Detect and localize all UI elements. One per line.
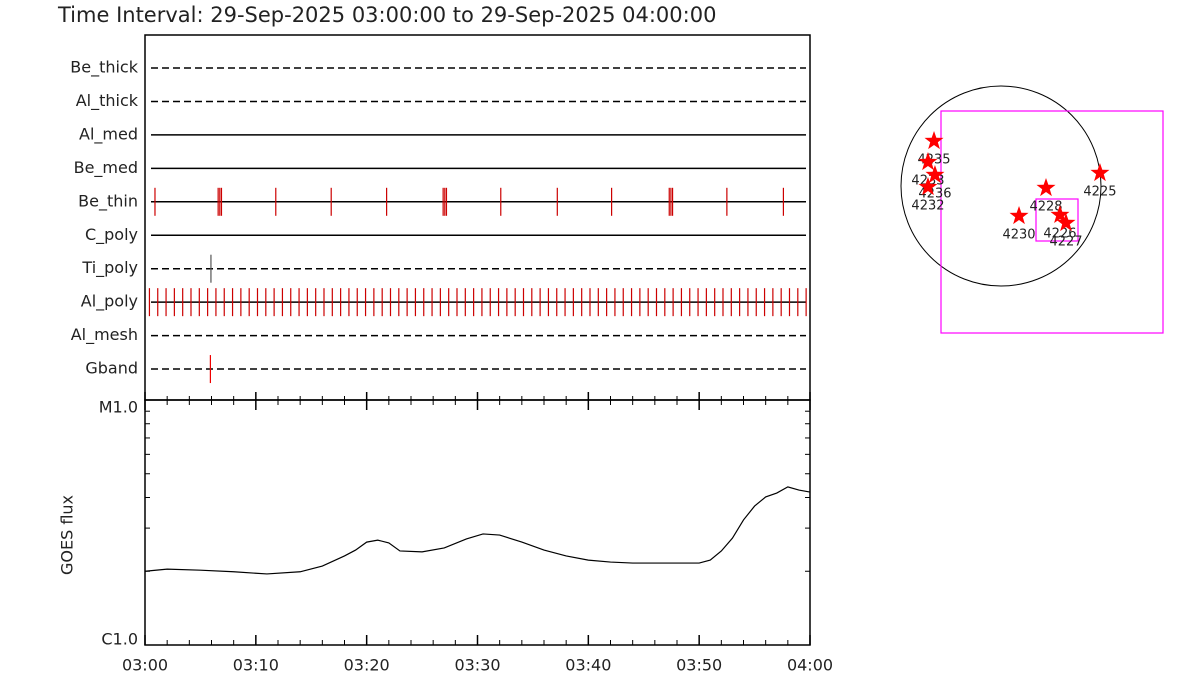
row-label: C_poly [85, 225, 138, 245]
star [925, 164, 945, 184]
star [1090, 162, 1110, 182]
x-tick-label: 03:00 [122, 656, 168, 675]
row-label: Be_med [74, 158, 138, 178]
row-label: Al_med [79, 124, 138, 144]
y-axis-label: GOES flux [58, 495, 77, 575]
star-label: 4232 [911, 199, 944, 214]
star [924, 131, 944, 150]
row-label: Al_mesh [71, 325, 138, 345]
star [1036, 177, 1056, 197]
row-label: Be_thin [78, 191, 138, 211]
row-label: Be_thick [70, 58, 138, 78]
star [1056, 212, 1076, 232]
star [1050, 204, 1070, 224]
star-label: 4230 [1002, 228, 1035, 243]
row-label: Al_poly [81, 292, 138, 312]
x-tick-label: 04:00 [787, 656, 833, 675]
x-tick-label: 03:10 [233, 656, 279, 675]
x-tick-label: 03:30 [454, 656, 500, 675]
fov-box [940, 110, 1164, 334]
y-tick-label: C1.0 [101, 630, 138, 649]
goes-line [144, 486, 811, 575]
chart-title: Time Interval: 29-Sep-2025 03:00:00 to 2… [57, 3, 716, 27]
star [918, 152, 938, 171]
star-label: 4227 [1049, 234, 1082, 249]
x-tick-label: 03:20 [344, 656, 390, 675]
star-label: 4226 [1043, 226, 1076, 241]
row-label: Al_thick [76, 91, 139, 111]
x-tick-label: 03:50 [676, 656, 722, 675]
star-label: 4228 [1029, 199, 1062, 214]
row-label: Gband [85, 359, 138, 378]
star [918, 177, 938, 196]
fov-box-small [1035, 198, 1079, 242]
x-tick-label: 03:40 [565, 656, 611, 675]
row-label: Ti_poly [81, 258, 138, 278]
star [1009, 206, 1029, 225]
solar-disk [900, 85, 1102, 287]
y-tick-label: M1.0 [99, 398, 138, 417]
star-label: 4225 [1083, 184, 1116, 199]
